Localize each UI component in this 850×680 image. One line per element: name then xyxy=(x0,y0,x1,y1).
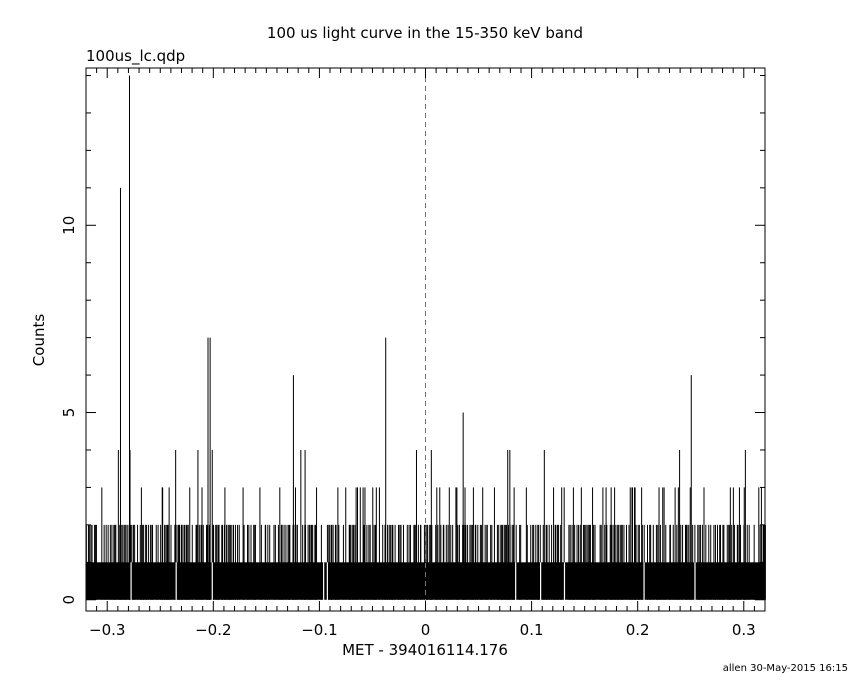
x-tick-label: −0.1 xyxy=(301,621,337,639)
x-tick-label: 0 xyxy=(421,621,431,639)
chart-title: 100 us light curve in the 15-350 keV ban… xyxy=(267,24,583,42)
axis-ticks xyxy=(85,68,766,611)
x-tick-label: −0.3 xyxy=(89,621,125,639)
x-tick-labels: −0.3 −0.2 −0.1 0 0.1 0.2 0.3 xyxy=(89,621,756,639)
x-axis-label: MET - 394016114.176 xyxy=(342,641,508,659)
x-tick-label: 0.3 xyxy=(732,621,756,639)
y-axis-label: Counts xyxy=(30,314,48,367)
chart-subtitle: 100us_lc.qdp xyxy=(86,47,185,66)
footer-stamp: allen 30-May-2015 16:15 xyxy=(723,663,848,674)
x-tick-label: 0.1 xyxy=(520,621,544,639)
x-tick-label: 0.2 xyxy=(626,621,650,639)
counts-bars xyxy=(85,75,766,601)
y-tick-label: 0 xyxy=(60,595,78,605)
x-tick-label: −0.2 xyxy=(195,621,231,639)
y-tick-label: 10 xyxy=(60,216,78,235)
y-tick-label: 5 xyxy=(60,408,78,418)
y-tick-labels: 0 5 10 xyxy=(60,216,78,605)
